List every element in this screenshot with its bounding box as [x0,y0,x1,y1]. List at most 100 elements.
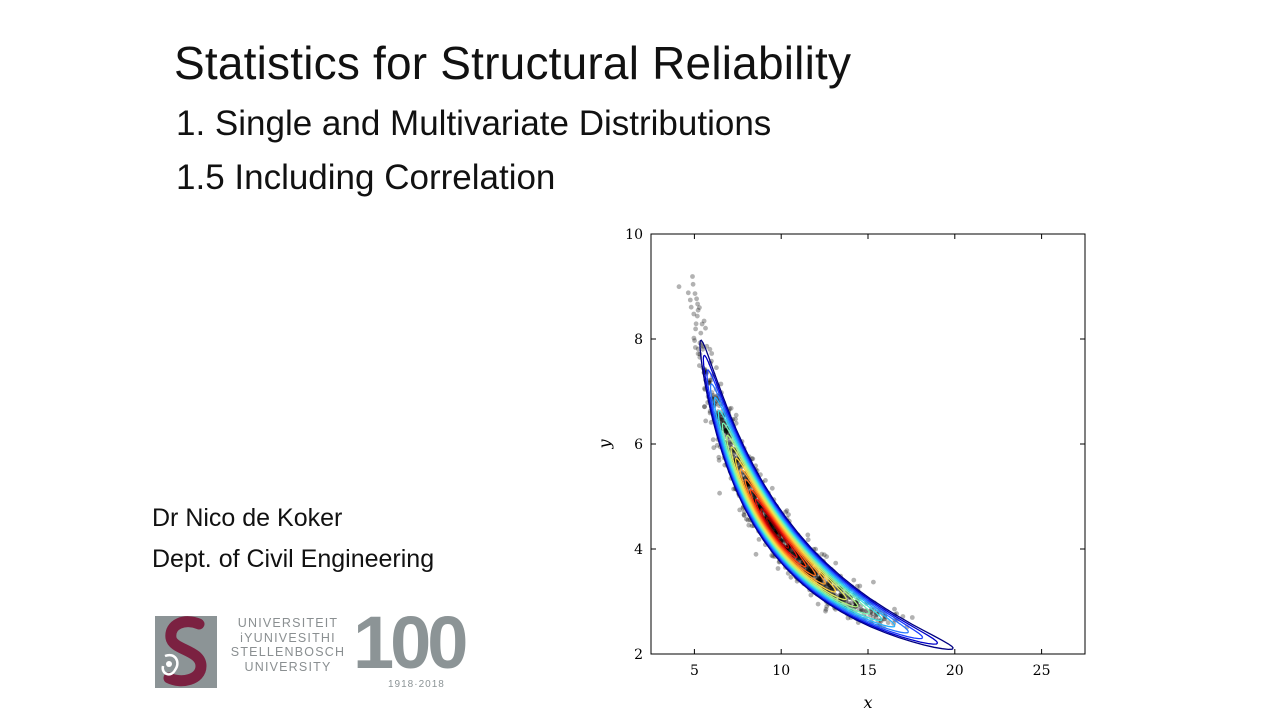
contour-line [754,498,798,559]
scatter-point [717,490,722,496]
x-axis-label: x [863,693,872,712]
x-tick-label: 10 [772,663,790,679]
y-tick-label: 6 [634,437,643,453]
contour-line [713,396,896,628]
contour-line [730,446,848,601]
scatter-point [702,404,707,409]
scatter-point [783,509,788,515]
scatter-point [701,318,707,324]
scatter-point [714,443,720,448]
scatter-point [731,451,737,456]
logo-line-afrikaans: UNIVERSITEIT [237,616,339,630]
scatter-point [763,478,768,483]
y-tick-label: 2 [634,647,643,663]
scatter-point [769,485,775,491]
scatter-point [873,615,879,620]
scatter-point [885,620,891,625]
scatter-point [817,577,822,583]
scatter-point [756,537,762,542]
author-department: Dept. of Civil Engineering [152,545,435,573]
slide-subtitle-topic: 1.5 Including Correlation [176,158,556,197]
scatter-point [685,290,691,296]
scatter-point [695,351,701,357]
scatter-point [728,441,734,447]
scatter-point [716,457,722,463]
scatter-point [805,537,811,543]
scatter-point [699,321,705,327]
contour-line [739,468,826,585]
slide-title: Statistics for Structural Reliability [174,37,852,89]
scatter-point [707,346,713,352]
scatter-point [723,428,729,434]
scatter-point [784,508,790,514]
scatter-point [693,326,698,332]
scatter-point [775,566,781,571]
logo-line-xhosa: iYUNIVESITHI [240,630,336,645]
scatter-point [741,512,747,518]
scatter-point [708,420,714,425]
scatter-point [909,615,915,620]
contour-line [749,488,807,568]
scatter-point [769,553,775,558]
scatter-point [857,583,863,589]
contour-line [725,434,859,608]
scatter-point [871,579,876,585]
scatter-point [796,556,802,562]
scatter-point [823,608,828,614]
scatter-point [693,345,698,350]
scatter-point [837,593,843,598]
scatter-point [719,417,725,422]
scatter-point [733,420,739,426]
x-tick-label: 5 [690,663,699,679]
scatter-point [695,301,700,307]
scatter-point [892,606,897,612]
scatter-point [708,377,714,383]
scatter-point [723,428,728,434]
scatter-point [724,429,729,435]
scatter-point [691,335,697,341]
scatter-point [737,507,743,513]
scatter-point [805,566,811,571]
scatter-point [823,606,829,612]
density-contours [699,339,954,651]
scatter-point [816,576,821,581]
scatter-point [694,313,700,319]
scatter-point [741,513,747,518]
contour-line [699,339,954,651]
contour-line [721,422,871,615]
scatter-point [690,281,696,287]
logo-line-stellenbosch: STELLENBOSCH [230,645,346,659]
stellenbosch-s-crest-icon [155,616,217,688]
scatter-point [698,330,704,336]
scatter-point [851,577,857,583]
scatter-point [692,291,698,296]
scatter-point [746,522,752,528]
scatter-point [858,607,864,612]
centenary-years: 1918·2018 [388,679,445,690]
scatter-point [833,560,839,566]
scatter-point [814,575,820,581]
scatter-point [805,532,811,538]
scatter-point [860,608,866,613]
y-tick-label: 8 [634,332,643,348]
scatter-point [839,593,845,599]
scatter-point [817,576,822,582]
scatter-point [745,517,751,523]
scatter-point [821,552,827,558]
scatter-point [816,576,822,581]
scatter-point [707,377,713,383]
scatter-point [693,321,699,327]
scatter-point [753,551,759,557]
scatter-point [824,583,830,588]
contour-line [765,517,781,539]
scatter-point [825,579,831,585]
contour-line [709,383,910,634]
scatter-point [854,583,860,589]
scatter-point [826,584,832,589]
x-tick-label: 20 [946,663,964,679]
axis-ticks: 5 10 15 20 25 2 4 6 8 10 [625,227,1085,679]
scatter-point [815,601,821,607]
scatter-point [824,554,829,559]
scatter-point [690,274,695,279]
scatter-point [733,412,739,418]
